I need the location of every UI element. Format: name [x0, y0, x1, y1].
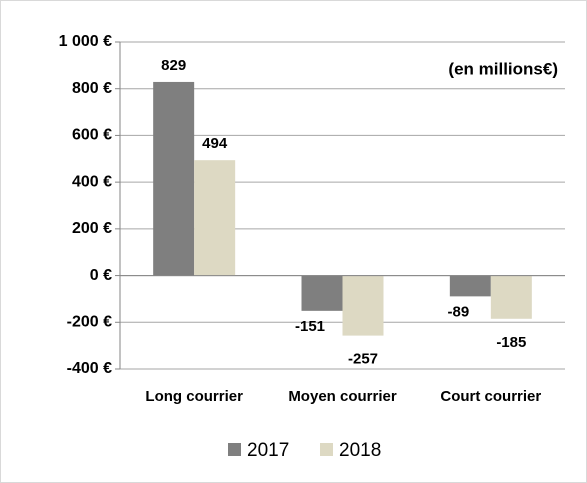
legend-label: 2018 — [339, 440, 381, 461]
y-tick-label: 200 € — [72, 220, 112, 237]
bar — [194, 160, 236, 276]
data-label: -185 — [496, 334, 526, 351]
x-tick-label: Moyen courrier — [288, 388, 397, 405]
data-label: 829 — [161, 57, 186, 74]
legend-label: 2017 — [247, 440, 289, 461]
y-tick-label: 1 000 € — [59, 33, 112, 50]
x-tick-label: Court courrier — [440, 388, 541, 405]
y-tick-label: -200 € — [67, 314, 112, 331]
bar — [342, 275, 384, 336]
y-tick-label: 800 € — [72, 80, 112, 97]
y-tick-label: 400 € — [72, 173, 112, 190]
data-label: -151 — [295, 318, 325, 335]
x-tick-label: Long courrier — [145, 388, 243, 405]
y-tick-label: 0 € — [90, 267, 112, 284]
y-tick-label: 600 € — [72, 127, 112, 144]
legend-swatch — [228, 443, 241, 456]
bar — [301, 275, 343, 311]
annotation: (en millions€) — [448, 59, 558, 78]
data-label: -89 — [447, 303, 469, 320]
bar — [153, 81, 195, 276]
data-label: 494 — [202, 135, 228, 152]
bar — [449, 275, 491, 297]
legend-swatch — [320, 443, 333, 456]
bar — [490, 275, 532, 319]
y-tick-label: -400 € — [67, 360, 112, 377]
data-label: -257 — [348, 351, 378, 368]
